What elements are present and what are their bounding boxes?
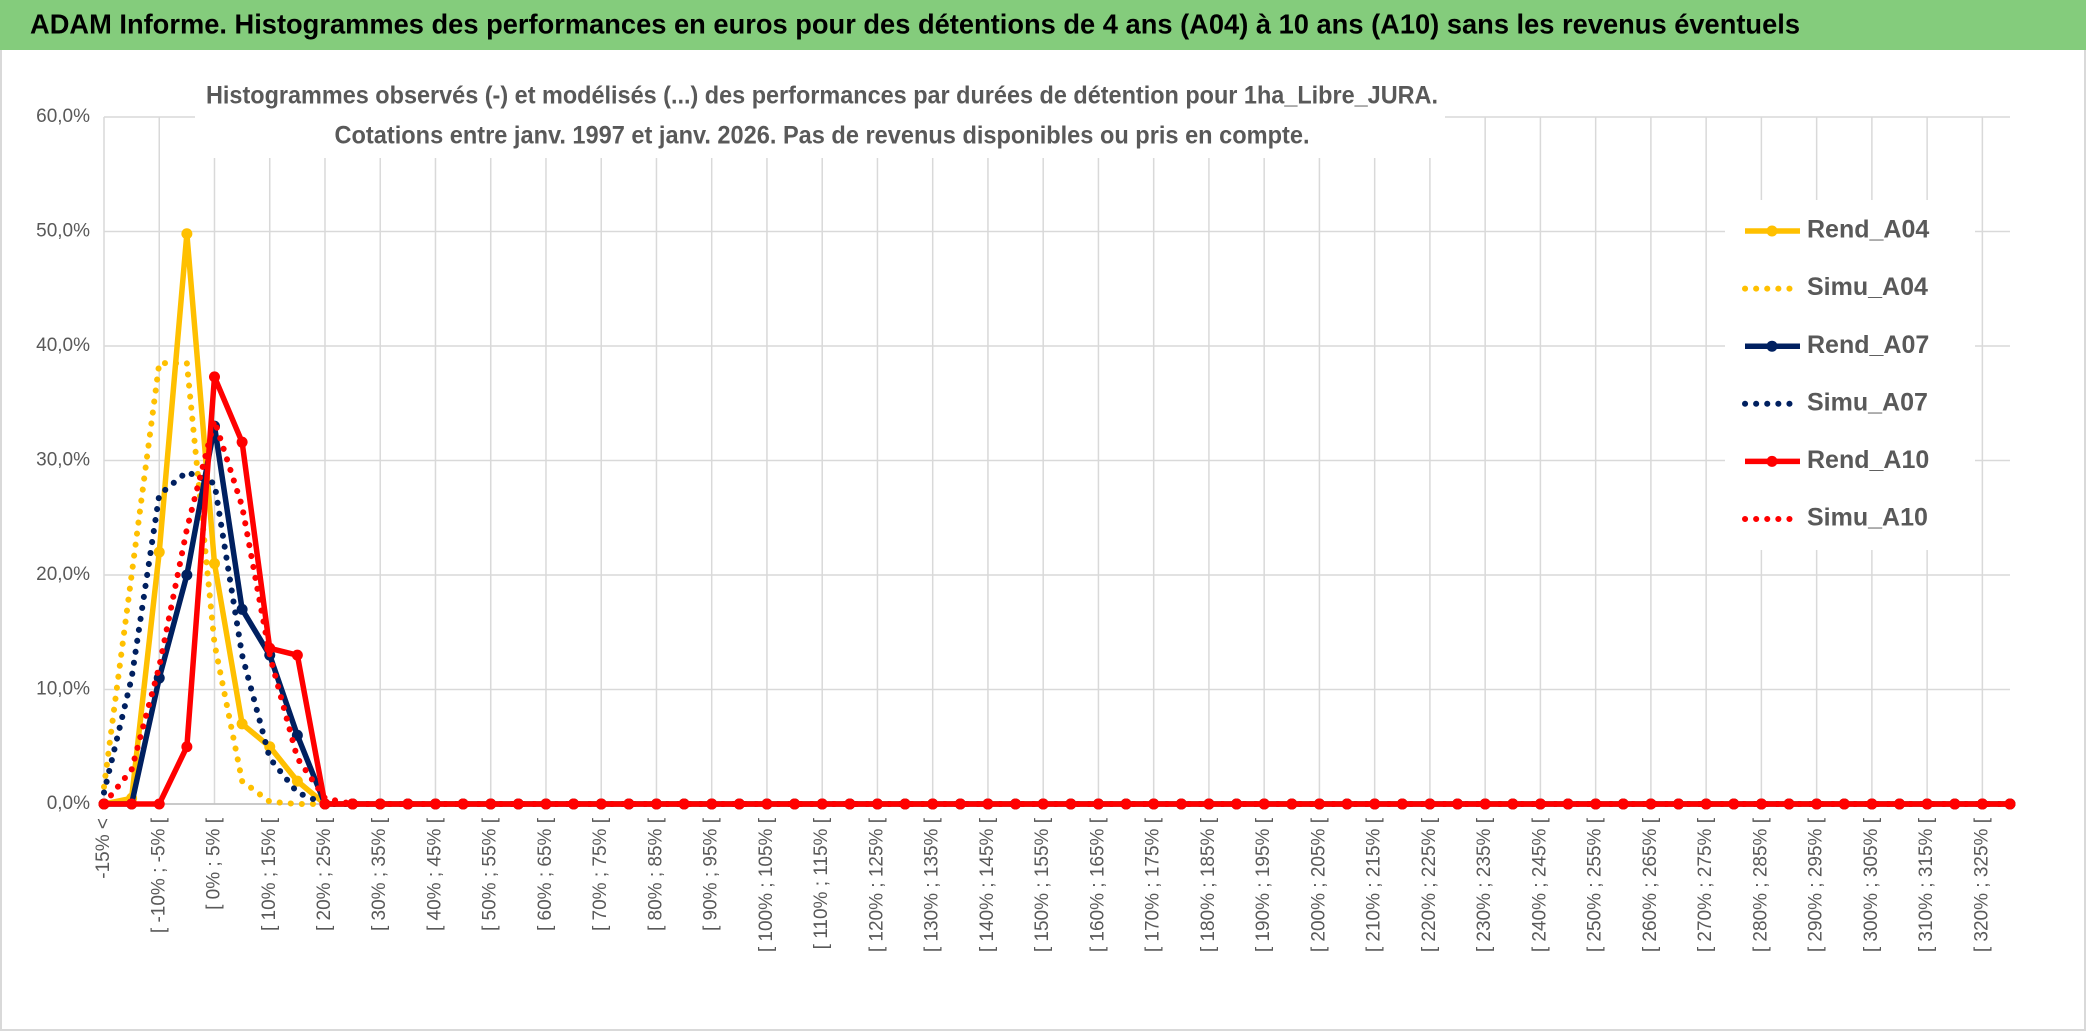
y-tick-label: 30,0% — [36, 450, 90, 471]
marker — [1811, 798, 1823, 810]
x-tick-label: [ 230% ; 235% [ — [1474, 817, 1495, 952]
marker — [236, 436, 248, 448]
x-tick-label: [ 250% ; 255% [ — [1585, 817, 1606, 952]
marker — [457, 798, 469, 810]
marker — [291, 775, 303, 787]
x-tick-label: [ 300% ; 305% [ — [1861, 817, 1882, 952]
x-tick-label: [ 260% ; 265% [ — [1640, 817, 1661, 952]
marker — [236, 603, 248, 615]
y-tick-label: 10,0% — [36, 679, 90, 700]
marker — [291, 649, 303, 661]
x-tick-label: [ 20% ; 25% [ — [314, 817, 335, 931]
legend-label: Simu_A04 — [1807, 273, 1928, 301]
marker — [181, 741, 193, 753]
x-tick-label: [ 150% ; 155% [ — [1032, 817, 1053, 952]
marker — [181, 228, 193, 240]
x-tick-label: [ 80% ; 85% [ — [645, 817, 666, 931]
marker — [1700, 798, 1712, 810]
marker — [347, 798, 359, 810]
x-tick-label: [ 130% ; 135% [ — [922, 817, 943, 952]
x-tick-label: [ 310% ; 315% [ — [1916, 817, 1937, 952]
marker — [208, 558, 220, 570]
x-tick-label: [ 170% ; 175% [ — [1143, 817, 1164, 952]
x-tick-label: [ 240% ; 245% [ — [1529, 817, 1550, 952]
x-tick-label: [ 220% ; 225% [ — [1419, 817, 1440, 952]
x-tick-label: [ 40% ; 45% [ — [424, 817, 445, 931]
marker — [899, 798, 911, 810]
legend-background — [1725, 200, 1975, 550]
marker — [1645, 798, 1657, 810]
marker — [954, 798, 966, 810]
x-tick-label: [ 100% ; 105% [ — [756, 817, 777, 952]
header-title: ADAM Informe. Histogrammes des performan… — [30, 8, 1800, 39]
x-tick-label: [ 120% ; 125% [ — [866, 817, 887, 952]
marker — [153, 798, 165, 810]
legend-label: Simu_A10 — [1807, 504, 1928, 532]
y-tick-label: 0,0% — [47, 793, 90, 814]
chart: 0,0% 10,0% 20,0% 30,0% 40,0% 50,0% 60,0% -15% <… — [36, 74, 2016, 952]
x-tick-label: [ 160% ; 165% [ — [1087, 817, 1108, 952]
title-background — [195, 74, 1445, 158]
legend-marker — [1766, 225, 1778, 237]
marker — [126, 798, 138, 810]
marker — [319, 798, 331, 810]
x-tick-label: [ 30% ; 35% [ — [369, 817, 390, 931]
marker — [153, 546, 165, 558]
marker — [402, 798, 414, 810]
legend-label: Rend_A10 — [1807, 446, 1929, 474]
chart-title: Histogrammes observés (-) et modélisés (… — [206, 82, 1438, 110]
x-tick-label: [ -10% ; -5% [ — [148, 817, 169, 933]
marker — [844, 798, 856, 810]
marker — [678, 798, 690, 810]
y-tick-label: 40,0% — [36, 335, 90, 356]
x-tick-label: [ 50% ; 55% [ — [480, 817, 501, 931]
x-tick-label: [ 70% ; 75% [ — [590, 817, 611, 931]
legend-label: Simu_A07 — [1807, 388, 1928, 416]
marker — [733, 798, 745, 810]
marker — [1534, 798, 1546, 810]
marker — [1921, 798, 1933, 810]
y-tick-label: 20,0% — [36, 564, 90, 585]
legend-marker — [1766, 340, 1778, 352]
x-tick-label: [ 290% ; 295% [ — [1806, 817, 1827, 952]
x-tick-label: [ 200% ; 205% [ — [1308, 817, 1329, 952]
x-tick-label: [ 10% ; 15% [ — [259, 817, 280, 931]
y-tick-label: 60,0% — [36, 106, 90, 127]
marker — [623, 798, 635, 810]
x-tick-label: [ 280% ; 285% [ — [1750, 817, 1771, 952]
marker — [1755, 798, 1767, 810]
marker — [181, 569, 193, 581]
legend-marker — [1766, 455, 1778, 467]
marker — [236, 718, 248, 730]
header-bar — [0, 0, 2086, 50]
marker — [789, 798, 801, 810]
x-tick-label: [ 110% ; 115% [ — [811, 817, 832, 949]
legend-label: Rend_A04 — [1807, 216, 1929, 244]
marker — [1976, 798, 1988, 810]
x-tick-label: [ 270% ; 275% [ — [1695, 817, 1716, 952]
x-tick-label: [ 90% ; 95% [ — [701, 817, 722, 931]
marker — [2004, 798, 2016, 810]
x-tick-label: -15% < — [93, 818, 114, 879]
x-tick-label: [ 190% ; 195% [ — [1253, 817, 1274, 952]
legend-label: Rend_A07 — [1807, 331, 1929, 359]
x-tick-label: [ 210% ; 215% [ — [1364, 817, 1385, 952]
x-tick-label: [ 60% ; 65% [ — [535, 817, 556, 931]
marker — [512, 798, 524, 810]
series-line — [101, 409, 2013, 807]
chart-subtitle: Cotations entre janv. 1997 et janv. 2026… — [335, 122, 1310, 150]
x-tick-label: [ 320% ; 325% [ — [1971, 817, 1992, 952]
x-tick-label: [ 0% ; 5% [ — [204, 817, 225, 910]
marker — [1866, 798, 1878, 810]
marker — [208, 371, 220, 383]
marker — [1590, 798, 1602, 810]
x-tick-label: [ 140% ; 145% [ — [977, 817, 998, 952]
y-tick-label: 50,0% — [36, 221, 90, 242]
marker — [568, 798, 580, 810]
x-tick-label: [ 180% ; 185% [ — [1198, 817, 1219, 952]
